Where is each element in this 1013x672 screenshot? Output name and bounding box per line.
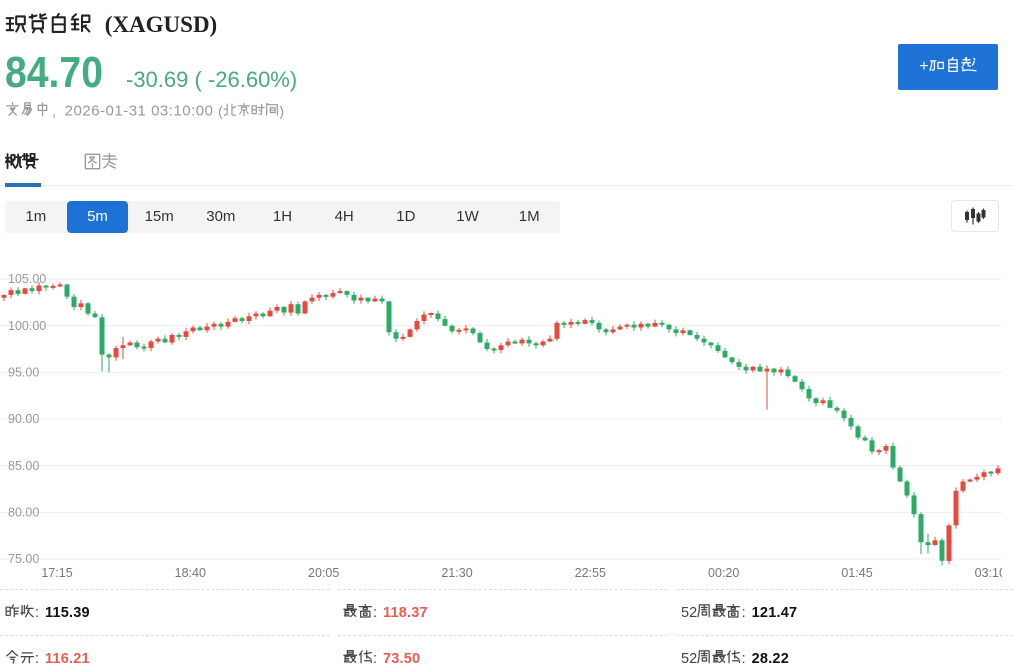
svg-text:105.00: 105.00: [8, 272, 46, 286]
svg-text:18:40: 18:40: [175, 566, 206, 580]
svg-text:100.00: 100.00: [8, 319, 46, 333]
svg-text:21:30: 21:30: [441, 566, 472, 580]
svg-text:17:15: 17:15: [41, 566, 72, 580]
svg-text:75.00: 75.00: [8, 552, 39, 566]
svg-text:90.00: 90.00: [8, 412, 39, 426]
svg-text:85.00: 85.00: [8, 459, 39, 473]
svg-text:20:05: 20:05: [308, 566, 339, 580]
svg-text:03:10: 03:10: [975, 566, 1002, 580]
svg-text:80.00: 80.00: [8, 506, 39, 520]
svg-text:01:45: 01:45: [841, 566, 872, 580]
svg-text:95.00: 95.00: [8, 366, 39, 380]
svg-text:22:55: 22:55: [575, 566, 606, 580]
svg-text:00:20: 00:20: [708, 566, 739, 580]
